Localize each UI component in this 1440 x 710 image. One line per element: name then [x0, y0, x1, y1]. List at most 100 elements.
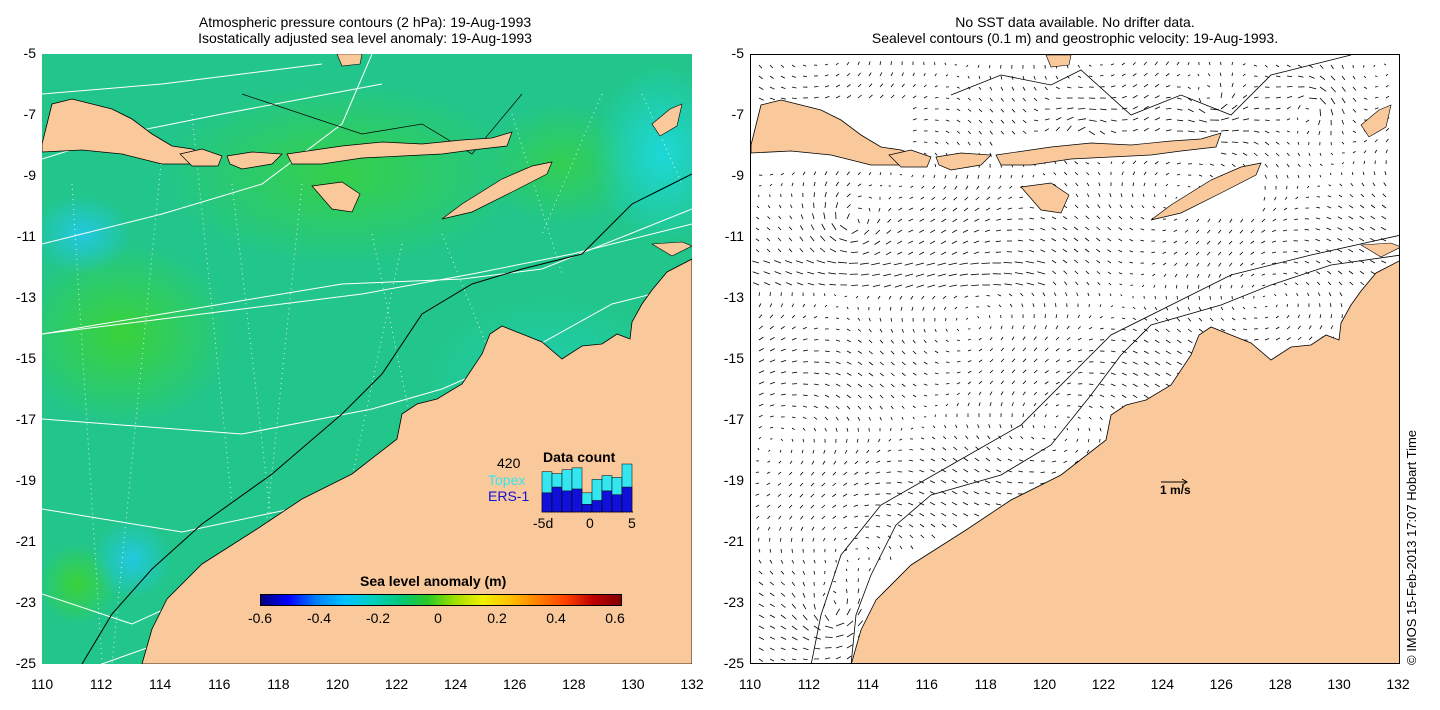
velocity-arrow — [885, 251, 892, 256]
velocity-arrow — [846, 438, 848, 443]
velocity-arrow — [1297, 141, 1300, 145]
velocity-arrow — [1264, 163, 1268, 168]
velocity-arrow — [934, 372, 939, 375]
velocity-arrow — [1096, 215, 1101, 220]
velocity-arrow — [1242, 317, 1247, 320]
velocity-arrow — [1297, 174, 1300, 179]
velocity-arrow — [780, 647, 786, 651]
velocity-arrow — [1282, 240, 1288, 242]
velocity-arrow — [885, 240, 892, 245]
velocity-arrow — [890, 94, 895, 99]
velocity-arrow — [876, 525, 881, 528]
velocity-arrow — [908, 251, 914, 255]
sea-level-anomaly-map — [42, 54, 692, 664]
velocity-arrow — [1176, 317, 1181, 322]
velocity-arrow — [812, 213, 815, 220]
velocity-arrow — [1154, 72, 1159, 77]
velocity-arrow — [846, 350, 852, 354]
velocity-arrow — [755, 493, 760, 496]
velocity-arrow — [1231, 93, 1236, 99]
velocity-arrow — [934, 404, 938, 407]
velocity-arrow — [907, 491, 914, 495]
velocity-arrow — [1088, 119, 1097, 122]
velocity-arrow — [912, 361, 917, 365]
velocity-arrow — [955, 174, 958, 179]
velocity-arrow — [845, 578, 848, 583]
velocity-arrow — [810, 504, 815, 509]
velocity-arrow — [1297, 95, 1304, 99]
velocity-arrow — [769, 592, 775, 597]
velocity-arrow — [1077, 108, 1086, 110]
velocity-arrow — [1274, 196, 1277, 201]
velocity-arrow — [1341, 97, 1346, 104]
velocity-arrow — [1326, 238, 1332, 242]
velocity-arrow — [1044, 314, 1046, 319]
velocity-arrow — [962, 490, 969, 495]
velocity-arrow — [824, 372, 830, 375]
velocity-arrow — [789, 460, 793, 465]
velocity-arrow — [1185, 218, 1189, 222]
timor-land — [441, 161, 553, 220]
velocity-arrow — [758, 581, 764, 586]
velocity-arrow — [824, 181, 828, 187]
velocity-arrow — [1198, 174, 1203, 177]
velocity-arrow — [1019, 196, 1024, 199]
velocity-arrow — [1007, 207, 1013, 210]
velocity-arrow — [1099, 361, 1105, 363]
velocity-arrow — [1176, 97, 1182, 100]
velocity-arrow — [758, 625, 765, 630]
velocity-arrow — [1022, 119, 1027, 124]
left_panel-y-tick: -21 — [15, 533, 36, 549]
velocity-arrow — [874, 240, 881, 245]
velocity-arrow — [1370, 204, 1376, 209]
velocity-arrow — [1239, 240, 1244, 245]
velocity-arrow — [788, 493, 793, 498]
velocity-arrow — [1088, 315, 1092, 319]
velocity-arrow — [844, 449, 848, 454]
velocity-arrow — [1153, 284, 1156, 288]
velocity-arrow — [818, 283, 826, 286]
left_panel-y-tick: -19 — [15, 472, 36, 488]
velocity-arrow — [800, 460, 804, 465]
velocity-arrow — [832, 482, 837, 487]
velocity-arrow — [769, 647, 775, 651]
velocity-arrow — [1275, 107, 1281, 110]
velocity-arrow — [995, 492, 1002, 495]
velocity-arrow — [1263, 196, 1266, 201]
velocity-arrow — [832, 493, 837, 498]
flores-land — [286, 131, 513, 165]
velocity-arrow — [898, 207, 903, 211]
velocity-arrow — [1110, 74, 1115, 77]
velocity-arrow — [766, 493, 771, 497]
velocity-arrow — [912, 95, 917, 99]
velocity-arrow — [1132, 84, 1138, 88]
velocity-arrow — [921, 295, 925, 300]
velocity-arrow — [1341, 141, 1345, 145]
velocity-arrow — [779, 204, 782, 209]
velocity-arrow — [1383, 63, 1387, 66]
velocity-arrow — [769, 415, 774, 418]
velocity-arrow — [1165, 129, 1172, 132]
velocity-arrow — [1017, 239, 1024, 242]
velocity-arrow — [1273, 207, 1277, 211]
velocity-arrow — [998, 304, 1002, 308]
velocity-arrow — [1184, 229, 1189, 233]
velocity-arrow — [811, 460, 815, 465]
velocity-arrow — [1000, 64, 1002, 69]
velocity-arrow — [846, 598, 848, 605]
velocity-arrow — [879, 394, 884, 399]
velocity-arrow — [918, 240, 925, 244]
velocity-arrow — [1165, 328, 1170, 333]
velocity-arrow — [1055, 75, 1059, 80]
velocity-arrow — [908, 524, 914, 528]
velocity-arrow — [752, 271, 760, 275]
velocity-arrow — [945, 108, 950, 111]
velocity-arrow — [1011, 347, 1016, 352]
velocity-arrow — [768, 449, 771, 452]
velocity-arrow — [1380, 227, 1387, 231]
velocity-arrow — [1286, 106, 1291, 110]
velocity-arrow — [1359, 215, 1365, 220]
velocity-arrow — [887, 449, 892, 452]
velocity-arrow — [919, 251, 925, 256]
velocity-arrow — [945, 130, 950, 134]
